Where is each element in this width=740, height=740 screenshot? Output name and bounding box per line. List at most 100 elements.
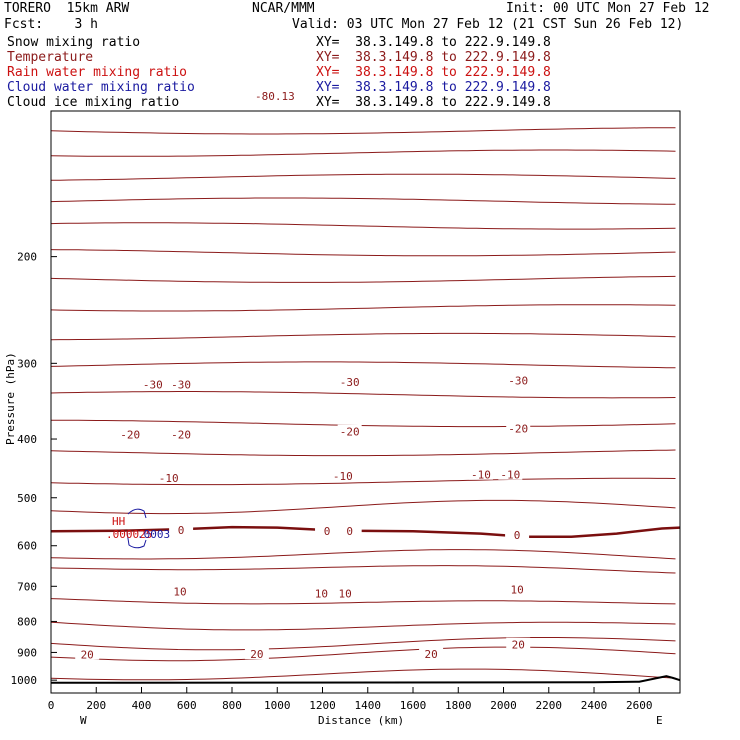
contour-label: -30 bbox=[508, 374, 528, 387]
x-axis-label: Distance (km) bbox=[318, 714, 404, 727]
contour-label: -30 bbox=[171, 378, 191, 391]
contour-label: 10 bbox=[315, 587, 328, 600]
contour-label-bg bbox=[468, 467, 493, 480]
rain-max-marker: HH bbox=[112, 515, 125, 528]
init-time: Init: 00 UTC Mon 27 Feb 12 bbox=[506, 1, 710, 16]
valid-time: Valid: 03 UTC Mon 27 Feb 12 (21 CST Sun … bbox=[292, 17, 684, 32]
x-tick-label: 600 bbox=[177, 699, 197, 712]
isotherm bbox=[50, 361, 676, 369]
x-tick-label: 1400 bbox=[355, 699, 382, 712]
contour-label: 10 bbox=[173, 586, 186, 599]
contour-label: -10 bbox=[500, 469, 520, 482]
forecast-hour: Fcst: 3 h bbox=[4, 17, 98, 32]
contour-label: 20 bbox=[424, 648, 437, 661]
contour-label: -20 bbox=[171, 428, 191, 441]
x-axis-east: E bbox=[656, 714, 663, 727]
contour-label-bg bbox=[419, 647, 444, 660]
y-tick-label: 800 bbox=[17, 615, 37, 628]
contour-label: 0 bbox=[514, 529, 521, 542]
isotherm bbox=[50, 549, 676, 560]
org-label: NCAR/MMM bbox=[252, 1, 315, 16]
x-tick-label: 200 bbox=[86, 699, 106, 712]
legend-label-cloud-ice: Cloud ice mixing ratio bbox=[7, 95, 180, 110]
y-tick-label: 900 bbox=[17, 646, 37, 659]
contour-label: -20 bbox=[508, 422, 528, 435]
x-tick-label: 1800 bbox=[445, 699, 472, 712]
legend-label-rain: Rain water mixing ratio bbox=[7, 65, 188, 80]
contour-label-bg bbox=[337, 523, 362, 536]
isotherm bbox=[50, 621, 676, 631]
model-title: TORERO 15km ARW bbox=[4, 1, 130, 16]
y-tick-label: 200 bbox=[17, 251, 37, 264]
isotherm bbox=[50, 332, 676, 341]
y-axis: 200 300 400 500 600 700 800 900 1000 bbox=[11, 251, 57, 687]
contour-label-bg bbox=[309, 586, 334, 599]
x-tick-label: 2600 bbox=[626, 699, 653, 712]
y-tick-label: 600 bbox=[17, 540, 37, 553]
isotherm bbox=[50, 449, 676, 457]
legend-label-temperature: Temperature bbox=[7, 50, 94, 65]
legend-xy-snow: XY= 38.3.149.8 to 222.9.149.8 bbox=[316, 35, 551, 50]
x-tick-label: 0 bbox=[48, 699, 55, 712]
contour-label-bg bbox=[75, 647, 100, 660]
isotherm bbox=[50, 646, 676, 662]
temperature-contours bbox=[50, 127, 676, 681]
x-axis-west: W bbox=[80, 714, 87, 727]
contour-label-bg bbox=[333, 586, 358, 599]
legend-xy-cloud-ice: XY= 38.3.149.8 to 222.9.149.8 bbox=[316, 95, 551, 110]
contour-label-bg bbox=[169, 377, 194, 390]
x-tick-label: 2000 bbox=[490, 699, 517, 712]
y-axis-label: Pressure (hPa) bbox=[4, 352, 17, 445]
isotherm bbox=[50, 249, 676, 257]
legend-label-cloud-water: Cloud water mixing ratio bbox=[7, 80, 195, 95]
contour-label: -30 bbox=[340, 376, 360, 389]
contour-label-bg bbox=[315, 523, 340, 536]
isotherm bbox=[50, 149, 676, 157]
legend-xy-cloud-water: XY= 38.3.149.8 to 222.9.149.8 bbox=[316, 80, 551, 95]
zero-isotherm bbox=[50, 525, 681, 539]
contour-label: -10 bbox=[333, 470, 353, 483]
contour-label-bg bbox=[505, 582, 530, 595]
terrain-group bbox=[50, 675, 681, 684]
x-tick-label: 400 bbox=[132, 699, 152, 712]
x-tick-label: 1000 bbox=[264, 699, 291, 712]
isotherm bbox=[50, 499, 676, 515]
x-tick-label: 2400 bbox=[581, 699, 608, 712]
contour-label-bg bbox=[506, 637, 531, 650]
temperature-contour-labels: -30 -30 -30 -30 -20 -20 -20 -20 -10 -10 -10 -10 0 0 0 0… bbox=[75, 373, 531, 661]
y-tick-label: 300 bbox=[17, 357, 37, 370]
isotherm bbox=[50, 477, 676, 486]
contour-label: 20 bbox=[81, 648, 94, 661]
contour-label-bg bbox=[330, 468, 355, 481]
cloud-water-contour bbox=[126, 508, 147, 549]
contour-label: -30 bbox=[143, 378, 163, 391]
isotherm bbox=[51, 173, 676, 181]
y-tick-label: 1000 bbox=[11, 674, 38, 687]
isotherm bbox=[50, 275, 676, 283]
contour-label: 20 bbox=[250, 648, 263, 661]
y-tick-label: 500 bbox=[17, 492, 37, 505]
isotherm bbox=[50, 637, 676, 651]
contour-label-bg bbox=[169, 522, 194, 535]
contour-label-bg bbox=[156, 471, 181, 484]
contour-label: 0 bbox=[178, 524, 185, 537]
isotherm bbox=[50, 668, 676, 681]
isotherm bbox=[50, 127, 676, 135]
isotherm bbox=[50, 565, 676, 574]
precip-feature: HH .000025 .0003 bbox=[106, 508, 170, 549]
cloud-water-value: .0003 bbox=[137, 528, 170, 541]
contour-label: 10 bbox=[339, 587, 352, 600]
contour-label-bg bbox=[167, 584, 192, 597]
contour-label-bg bbox=[337, 374, 362, 387]
x-tick-label: 1600 bbox=[400, 699, 427, 712]
isotherm bbox=[50, 304, 676, 312]
plot-frame bbox=[50, 110, 681, 694]
contour-label-bg bbox=[337, 424, 362, 437]
contour-label: 0 bbox=[346, 525, 353, 538]
rain-max-value: .000025 bbox=[106, 528, 152, 541]
x-tick-label: 800 bbox=[222, 699, 242, 712]
contour-label-bg bbox=[506, 421, 531, 434]
isotherm bbox=[50, 598, 676, 605]
isotherm bbox=[50, 391, 676, 399]
